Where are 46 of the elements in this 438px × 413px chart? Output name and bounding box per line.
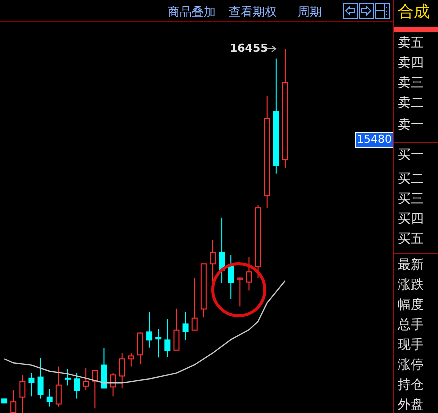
text: 卖四: [398, 56, 424, 71]
text: 涨跌: [398, 278, 424, 293]
candlestick: [246, 256, 252, 292]
text: 卖三: [398, 76, 424, 91]
candlestick: [182, 312, 189, 342]
text: 外盘: [398, 398, 424, 413]
text: 商品叠加: [168, 4, 216, 21]
candlestick: [164, 318, 171, 358]
candlestick: [174, 308, 180, 351]
text: 卖一: [398, 118, 424, 133]
candlestick: [64, 368, 71, 386]
candlestick: [74, 372, 80, 400]
text: 买四: [398, 212, 424, 227]
text: 买三: [398, 192, 424, 207]
candlestick: [156, 328, 162, 358]
text: 卖五: [398, 36, 424, 51]
candlestick: [192, 277, 198, 331]
text: 买一: [398, 148, 424, 163]
candlestick: [137, 332, 144, 366]
text: 涨停: [398, 358, 424, 373]
candlestick: [46, 388, 53, 408]
candlestick: [83, 368, 90, 391]
annotation: 16455: [230, 42, 268, 55]
text: 最新: [398, 258, 424, 273]
text: 合成: [398, 2, 430, 23]
text: 现手: [398, 338, 424, 353]
candlestick: [146, 312, 153, 348]
text: 买五: [398, 232, 424, 247]
candlestick: [119, 352, 126, 390]
candlestick: [128, 352, 134, 368]
candlestick: [110, 372, 116, 398]
text: 卖二: [398, 96, 424, 111]
text: 15480: [355, 132, 394, 148]
candlestick: [237, 277, 244, 308]
candlestick: [101, 348, 108, 389]
text: 买二: [398, 172, 424, 187]
candlestick: [38, 358, 44, 400]
candlestick: [92, 370, 98, 410]
text: 周期: [298, 4, 322, 21]
candlestick: [210, 240, 216, 282]
candlestick: [56, 366, 62, 408]
candlestick: [28, 372, 35, 398]
text: 总手: [398, 318, 424, 333]
text: 查看期权: [229, 4, 277, 21]
text: 持仓: [398, 378, 424, 393]
text: 幅度: [398, 298, 424, 313]
